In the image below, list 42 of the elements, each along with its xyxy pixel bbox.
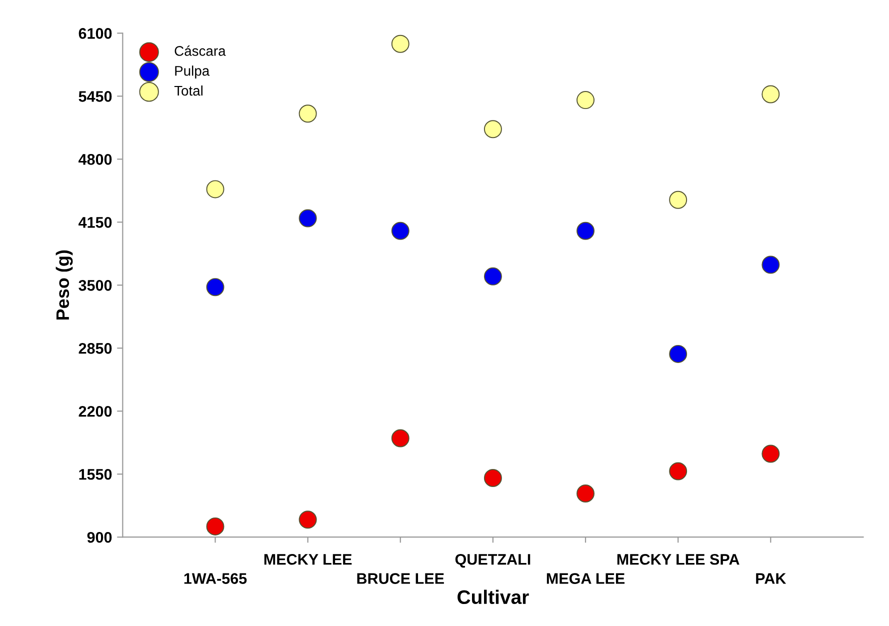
- point: [391, 34, 410, 53]
- y-axis-title: Peso (g): [56, 250, 73, 320]
- point: [669, 462, 688, 480]
- y-tick-label: 900: [87, 532, 112, 543]
- point: [576, 91, 595, 110]
- x-tick-label: BRUCE LEE: [357, 573, 444, 584]
- point: [206, 517, 224, 536]
- point: [762, 444, 780, 463]
- point: [298, 104, 317, 123]
- point: [206, 180, 224, 198]
- legend-label: Cáscara: [174, 46, 226, 56]
- x-tick-label: MEGA LEE: [546, 573, 625, 584]
- point: [298, 510, 317, 529]
- point: [762, 256, 780, 274]
- point: [484, 469, 502, 487]
- point: [762, 85, 780, 104]
- point: [298, 209, 317, 228]
- x-tick-label: MECKY LEE SPA: [617, 554, 740, 565]
- y-tick-label: 5450: [78, 91, 112, 102]
- point: [576, 222, 595, 240]
- y-tick-label: 4150: [78, 217, 112, 228]
- y-tick-label: 3500: [78, 280, 112, 291]
- x-tick-label: MECKY LEE: [264, 554, 352, 565]
- x-tick-label: QUETZALI: [455, 554, 530, 568]
- legend-label: Total: [174, 85, 202, 96]
- point: [669, 344, 688, 363]
- y-tick-label: 4800: [78, 154, 112, 165]
- point: [484, 120, 502, 138]
- x-tick-label: PAK: [756, 573, 786, 584]
- point: [669, 190, 688, 209]
- y-tick-label: 1550: [79, 468, 112, 480]
- point: [484, 267, 502, 286]
- point: [206, 278, 224, 296]
- x-axis-title: Cultivar: [458, 590, 529, 604]
- point: [391, 222, 410, 240]
- y-tick-label: 2200: [78, 406, 112, 417]
- point: [576, 484, 595, 502]
- y-tick-label: 2850: [78, 343, 112, 354]
- y-tick-label: 6100: [78, 28, 112, 39]
- legend-label: Pulpa: [175, 66, 210, 79]
- point: [391, 429, 410, 448]
- x-tick-label: 1WA-565: [184, 573, 247, 584]
